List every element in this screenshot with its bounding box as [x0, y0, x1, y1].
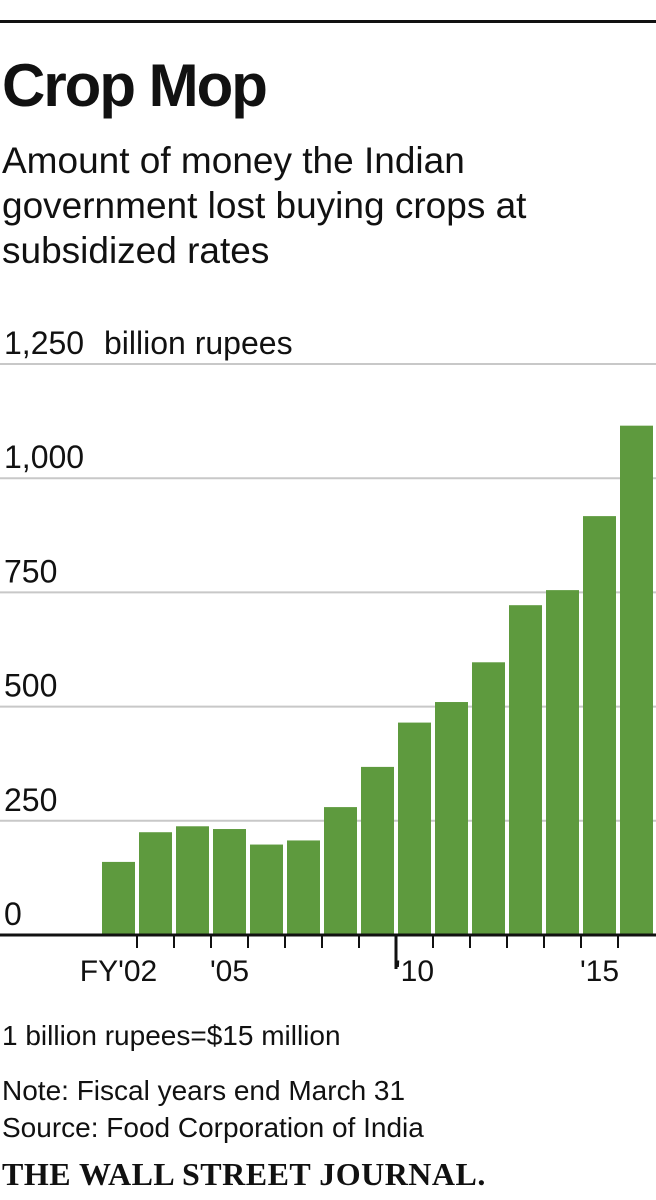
bar [435, 702, 468, 935]
bar-chart: 0 250 500 750 1,000 1,250 billion rupees FY'02 '… [0, 325, 656, 988]
bar [102, 861, 135, 935]
bar [139, 832, 172, 935]
source-note: Source: Food Corporation of India [2, 1112, 424, 1143]
bar [509, 605, 542, 935]
chart-subtitle: Amount of money the Indian government lo… [2, 140, 527, 271]
bar [472, 662, 505, 935]
y-tick-label: 1,000 [4, 439, 84, 475]
bar [324, 807, 357, 935]
bar [361, 766, 394, 935]
y-tick-label: 0 [4, 896, 22, 932]
bar [176, 826, 209, 935]
fiscal-note: Note: Fiscal years end March 31 [2, 1075, 406, 1106]
x-tick-label: '10 [395, 955, 434, 988]
chart-title: Crop Mop [2, 52, 268, 119]
bar [398, 722, 431, 935]
x-tick-label: '05 [210, 955, 249, 988]
top-rule [0, 20, 656, 23]
bar [287, 840, 320, 935]
conversion-note: 1 billion rupees=$15 million [2, 1020, 341, 1051]
bar [546, 590, 579, 935]
bar [583, 516, 616, 935]
y-tick-label: 250 [4, 782, 57, 818]
bar [250, 844, 283, 935]
x-tick-label: '15 [580, 955, 619, 988]
publisher-masthead: THE WALL STREET JOURNAL. [2, 1156, 486, 1192]
y-unit-label: billion rupees [104, 325, 293, 361]
y-tick-label: 1,250 [4, 325, 84, 361]
bar [213, 829, 246, 935]
bar [620, 425, 653, 935]
x-tick-label: FY'02 [80, 955, 157, 988]
y-tick-label: 750 [4, 553, 57, 589]
y-tick-label: 500 [4, 668, 57, 704]
